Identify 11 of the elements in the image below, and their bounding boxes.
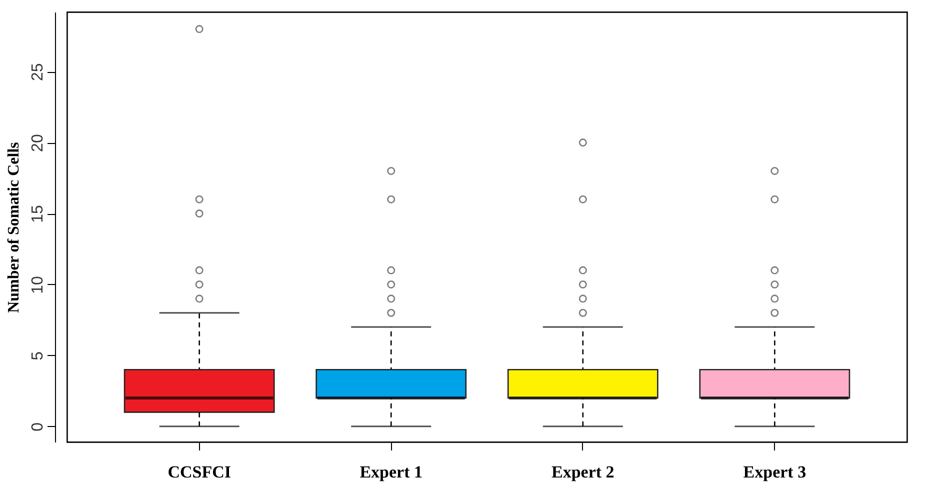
y-tick-label: 20 [30,134,46,152]
x-tick-label: Expert 2 [551,462,614,482]
y-axis-title: Number of Somatic Cells [6,142,22,313]
y-tick-label: 10 [30,276,46,294]
y-tick-label: 25 [30,63,46,81]
x-tick-label: CCSFCI [168,462,232,482]
y-tick-label: 5 [30,351,46,360]
x-tick-label: Expert 3 [743,462,806,482]
y-tick-label: 15 [30,205,46,223]
y-tick-label: 0 [30,422,46,432]
x-tick-label: Expert 1 [360,462,423,482]
